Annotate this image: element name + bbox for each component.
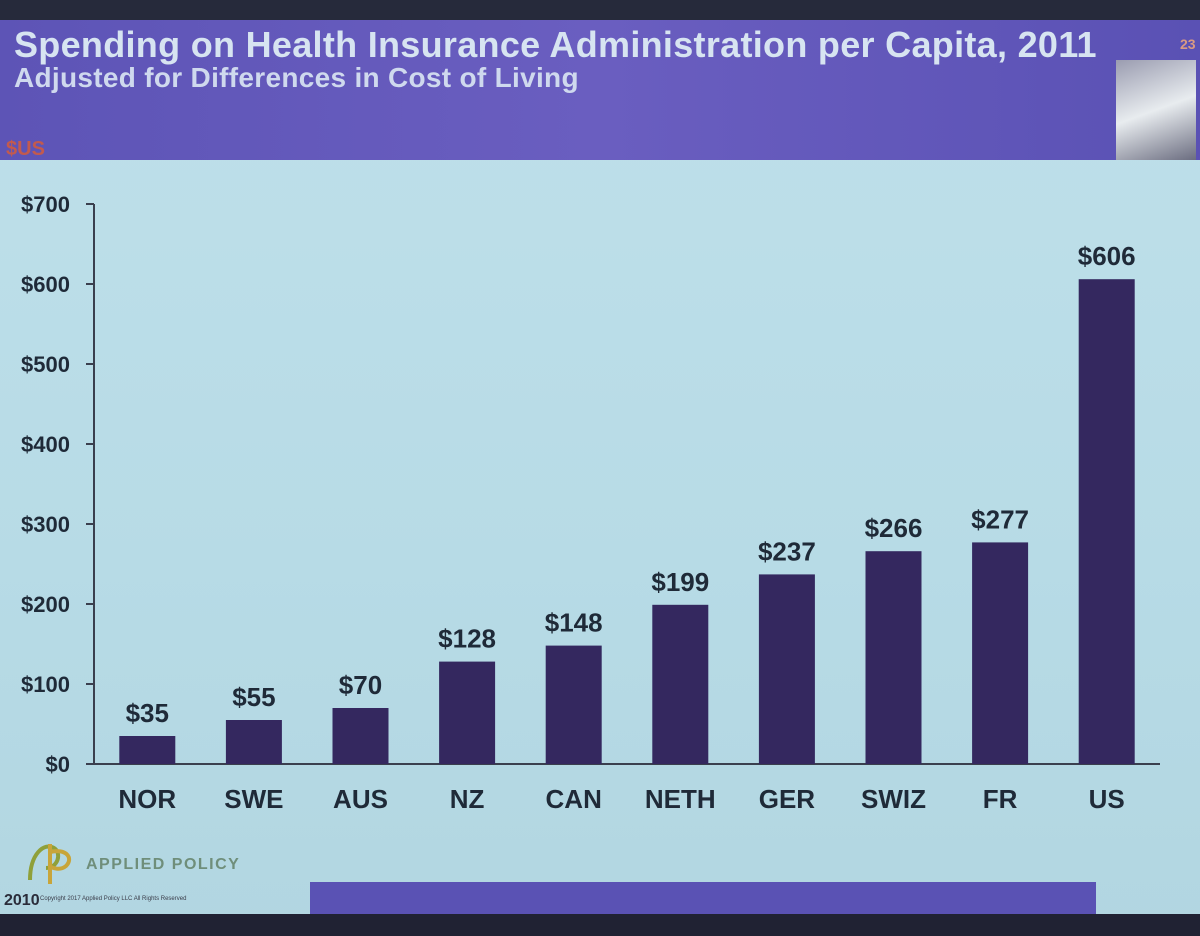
bar — [225, 720, 282, 764]
header-band — [0, 20, 1200, 160]
bar-value-label: $277 — [971, 504, 1029, 534]
x-tick-label: AUS — [333, 784, 388, 814]
y-tick-label: $600 — [21, 272, 70, 297]
bar-value-label: $266 — [865, 513, 923, 543]
bar — [972, 542, 1029, 764]
footer-copyright: Copyright 2017 Applied Policy LLC All Ri… — [40, 896, 187, 902]
x-axis-labels: NOR SWE AUS NZ CAN NETH GER SWIZ FR US — [118, 784, 1124, 814]
bar-value-label: $55 — [232, 682, 275, 712]
bar-value-label: $199 — [651, 567, 709, 597]
y-tick-label: $100 — [21, 672, 70, 697]
bar — [1078, 279, 1135, 764]
y-tick-label: $500 — [21, 352, 70, 377]
bar — [865, 551, 922, 764]
x-tick-label: SWIZ — [861, 784, 926, 814]
y-tick-label: $300 — [21, 512, 70, 537]
unit-label: $US — [6, 138, 45, 160]
footer-bar — [310, 882, 1096, 914]
slide-subtitle: Adjusted for Differences in Cost of Livi… — [14, 62, 579, 93]
x-tick-label: US — [1089, 784, 1125, 814]
bar — [652, 604, 709, 764]
bar-value-label: $148 — [545, 608, 603, 638]
header-photo — [1116, 60, 1196, 160]
bar-value-label: $128 — [438, 624, 496, 654]
x-tick-label: CAN — [546, 784, 602, 814]
y-tick-label: $0 — [46, 752, 70, 777]
bar-value-label: $606 — [1078, 241, 1136, 271]
bar — [439, 661, 496, 764]
bars — [119, 279, 1135, 764]
slide-title: Spending on Health Insurance Administrat… — [14, 24, 1097, 65]
bar — [545, 645, 602, 764]
applied-policy-logo: APPLIED POLICY — [20, 834, 280, 894]
x-tick-label: FR — [983, 784, 1018, 814]
logo-text: APPLIED POLICY — [86, 856, 241, 873]
bar-value-label: $70 — [339, 670, 382, 700]
value-labels: $35 $55 $70 $128 $148 $199 $237 $266 $277 $606 — [126, 241, 1136, 728]
ap-logo-icon — [28, 844, 72, 884]
slide-number: 23 — [1180, 36, 1196, 52]
screen-bottom-edge — [0, 914, 1200, 936]
x-tick-label: NOR — [118, 784, 176, 814]
y-tick-label: $200 — [21, 592, 70, 617]
bar — [119, 736, 176, 764]
y-tick-label: $700 — [21, 192, 70, 217]
screen-top-edge — [0, 0, 1200, 22]
bar-value-label: $35 — [126, 698, 169, 728]
x-tick-label: NZ — [450, 784, 485, 814]
footer-year: 2010 — [4, 892, 40, 909]
x-tick-label: SWE — [224, 784, 283, 814]
x-tick-label: GER — [759, 784, 816, 814]
bar — [758, 574, 815, 764]
bar — [332, 708, 389, 764]
x-tick-label: NETH — [645, 784, 716, 814]
bar-value-label: $237 — [758, 536, 816, 566]
y-tick-label: $400 — [21, 432, 70, 457]
